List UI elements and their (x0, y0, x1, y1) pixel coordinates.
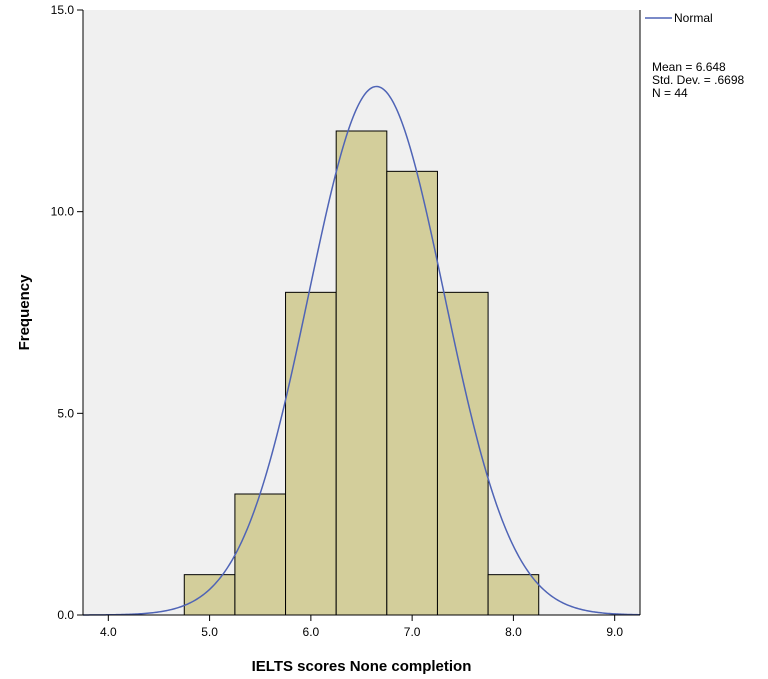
x-tick-label: 4.0 (100, 625, 117, 639)
axes-layer: 0.0 5.0 10.0 15.0 4.0 5.0 6.0 7.0 8.0 9.0 (51, 3, 641, 639)
y-tick-label: 10.0 (51, 205, 75, 219)
bars-layer (183, 130, 540, 616)
y-tick-label: 5.0 (57, 406, 74, 420)
x-tick-label: 7.0 (404, 625, 421, 639)
y-axis-title: Frequency (16, 274, 33, 351)
x-tick-label: 9.0 (606, 625, 623, 639)
histogram-bar-4 (335, 130, 388, 616)
histogram-bar-3 (285, 291, 337, 616)
legend: Normal (645, 11, 713, 25)
stats-box: Mean = 6.648 Std. Dev. = .6698 N = 44 (652, 60, 744, 100)
stat-mean: Mean = 6.648 (652, 60, 726, 74)
y-tick-label: 0.0 (57, 608, 74, 622)
x-tick-label: 5.0 (201, 625, 218, 639)
histogram-bar-2 (234, 493, 287, 616)
x-tick-label: 8.0 (505, 625, 522, 639)
y-tick-label: 15.0 (51, 3, 75, 17)
histogram-bar-5 (386, 170, 438, 616)
x-tick-label: 6.0 (303, 625, 320, 639)
legend-label-normal: Normal (674, 11, 713, 25)
stat-n: N = 44 (652, 86, 688, 100)
stat-std-dev: Std. Dev. = .6698 (652, 73, 744, 87)
histogram-bar-7 (487, 574, 540, 616)
histogram-bar-1 (183, 574, 236, 616)
normal-curve (83, 85, 641, 616)
x-axis-title: IELTS scores None completion (252, 658, 472, 675)
